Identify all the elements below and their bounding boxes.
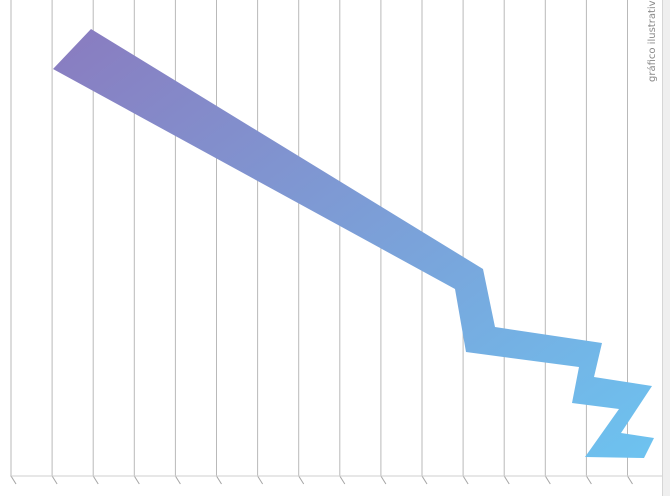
x-tick-mark [298,475,305,485]
x-tick-mark [627,475,633,485]
side-label: gráfico ilustrativo [647,0,658,82]
x-tick-mark [10,475,17,485]
x-axis-ticks [10,475,633,485]
x-tick-mark [133,475,140,485]
descending-band [53,29,654,458]
x-tick-mark [380,475,387,485]
x-tick-mark [421,475,428,485]
x-tick-mark [462,475,469,485]
x-tick-mark [92,475,99,485]
x-tick-mark [51,475,58,485]
x-tick-mark [503,475,510,485]
right-edge-strip [662,0,670,496]
x-tick-mark [216,475,222,485]
x-tick-mark [257,475,264,485]
x-tick-mark [339,475,346,485]
x-tick-mark [544,475,551,485]
x-tick-mark [585,475,592,485]
x-tick-mark [174,475,181,485]
